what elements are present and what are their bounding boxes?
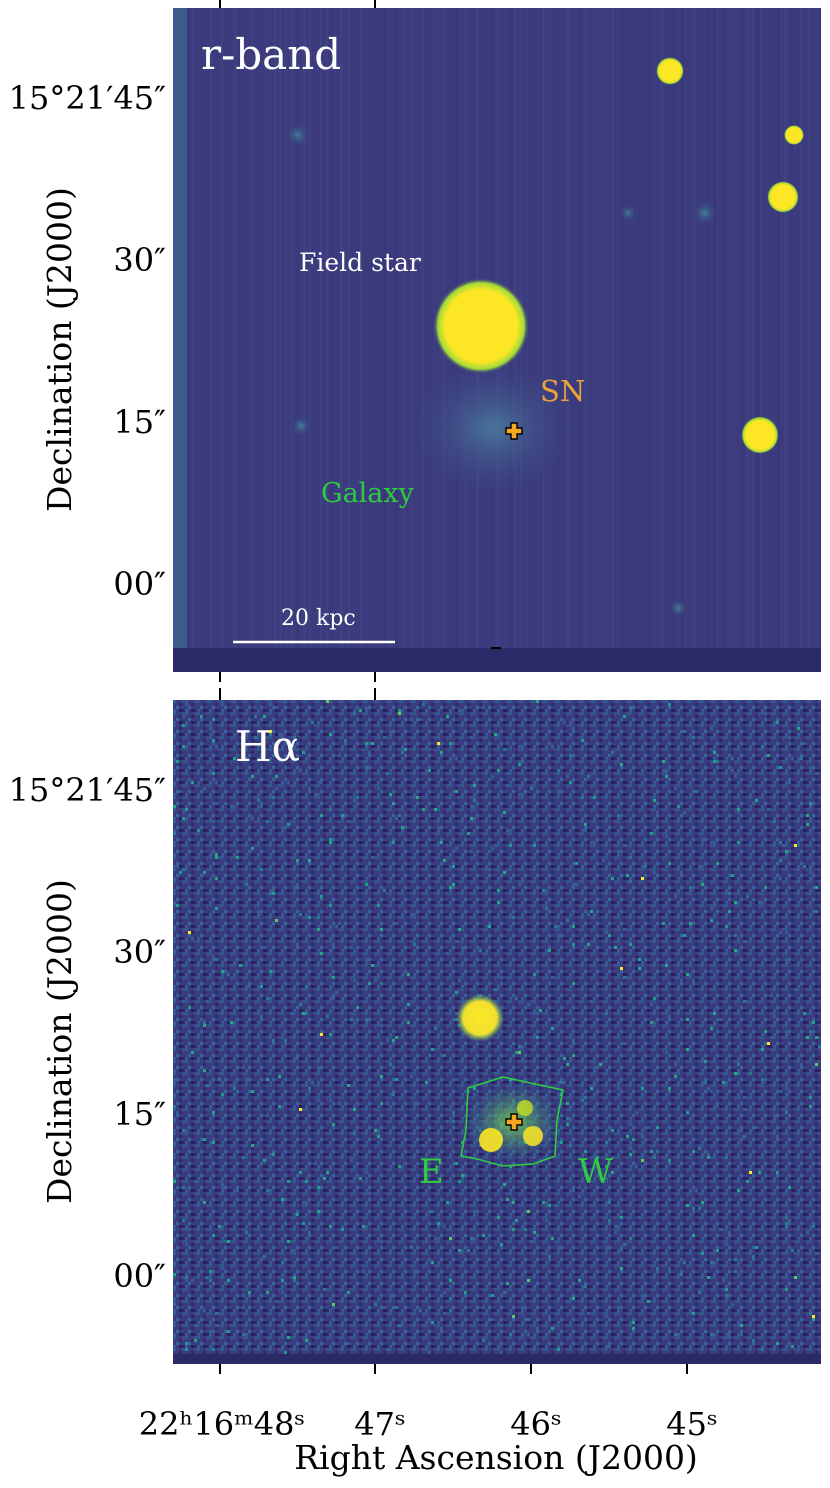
ylabel-bottom: Declination (J2000) [40, 879, 79, 1204]
ytick-bottom-0: 15°21′45″ [8, 771, 166, 809]
scale-bar-label: 20 kpc [281, 606, 356, 631]
field-star-spot [433, 278, 529, 374]
ytick-bottom-3: 00″ [113, 1257, 166, 1295]
sn-label: SN [540, 374, 586, 408]
xtick-2: 46ˢ [510, 1405, 562, 1443]
band-label: r-band [201, 30, 342, 79]
xtick-1: 47ˢ [354, 1405, 406, 1443]
r-band-image [173, 8, 821, 672]
ytick-top-1: 30″ [113, 241, 166, 279]
ytick-top-2: 15″ [113, 403, 166, 441]
r-band-panel: r-band Field star SN Galaxy 20 kpc [173, 8, 821, 672]
xlabel: Right Ascension (J2000) [294, 1438, 698, 1477]
xtick-3: 45ˢ [666, 1405, 718, 1443]
ytick-top-0: 15°21′45″ [8, 79, 166, 117]
sn-marker [505, 422, 523, 440]
galaxy-contour [460, 1076, 564, 1167]
sn-marker-halpha [505, 1113, 523, 1131]
east-label: E [419, 1152, 444, 1192]
galaxy-label: Galaxy [321, 478, 414, 509]
halpha-image [173, 700, 821, 1364]
ylabel-top: Declination (J2000) [40, 187, 79, 512]
xtick-0: 22ʰ16ᵐ48ˢ [138, 1405, 306, 1443]
halpha-panel: Hα E W [173, 700, 821, 1364]
west-label: W [578, 1152, 613, 1192]
ytick-bottom-1: 30″ [113, 933, 166, 971]
field-star-label: Field star [299, 248, 421, 277]
band-label-halpha: Hα [235, 722, 300, 771]
ytick-bottom-2: 15″ [113, 1095, 166, 1133]
ytick-top-3: 00″ [113, 565, 166, 603]
